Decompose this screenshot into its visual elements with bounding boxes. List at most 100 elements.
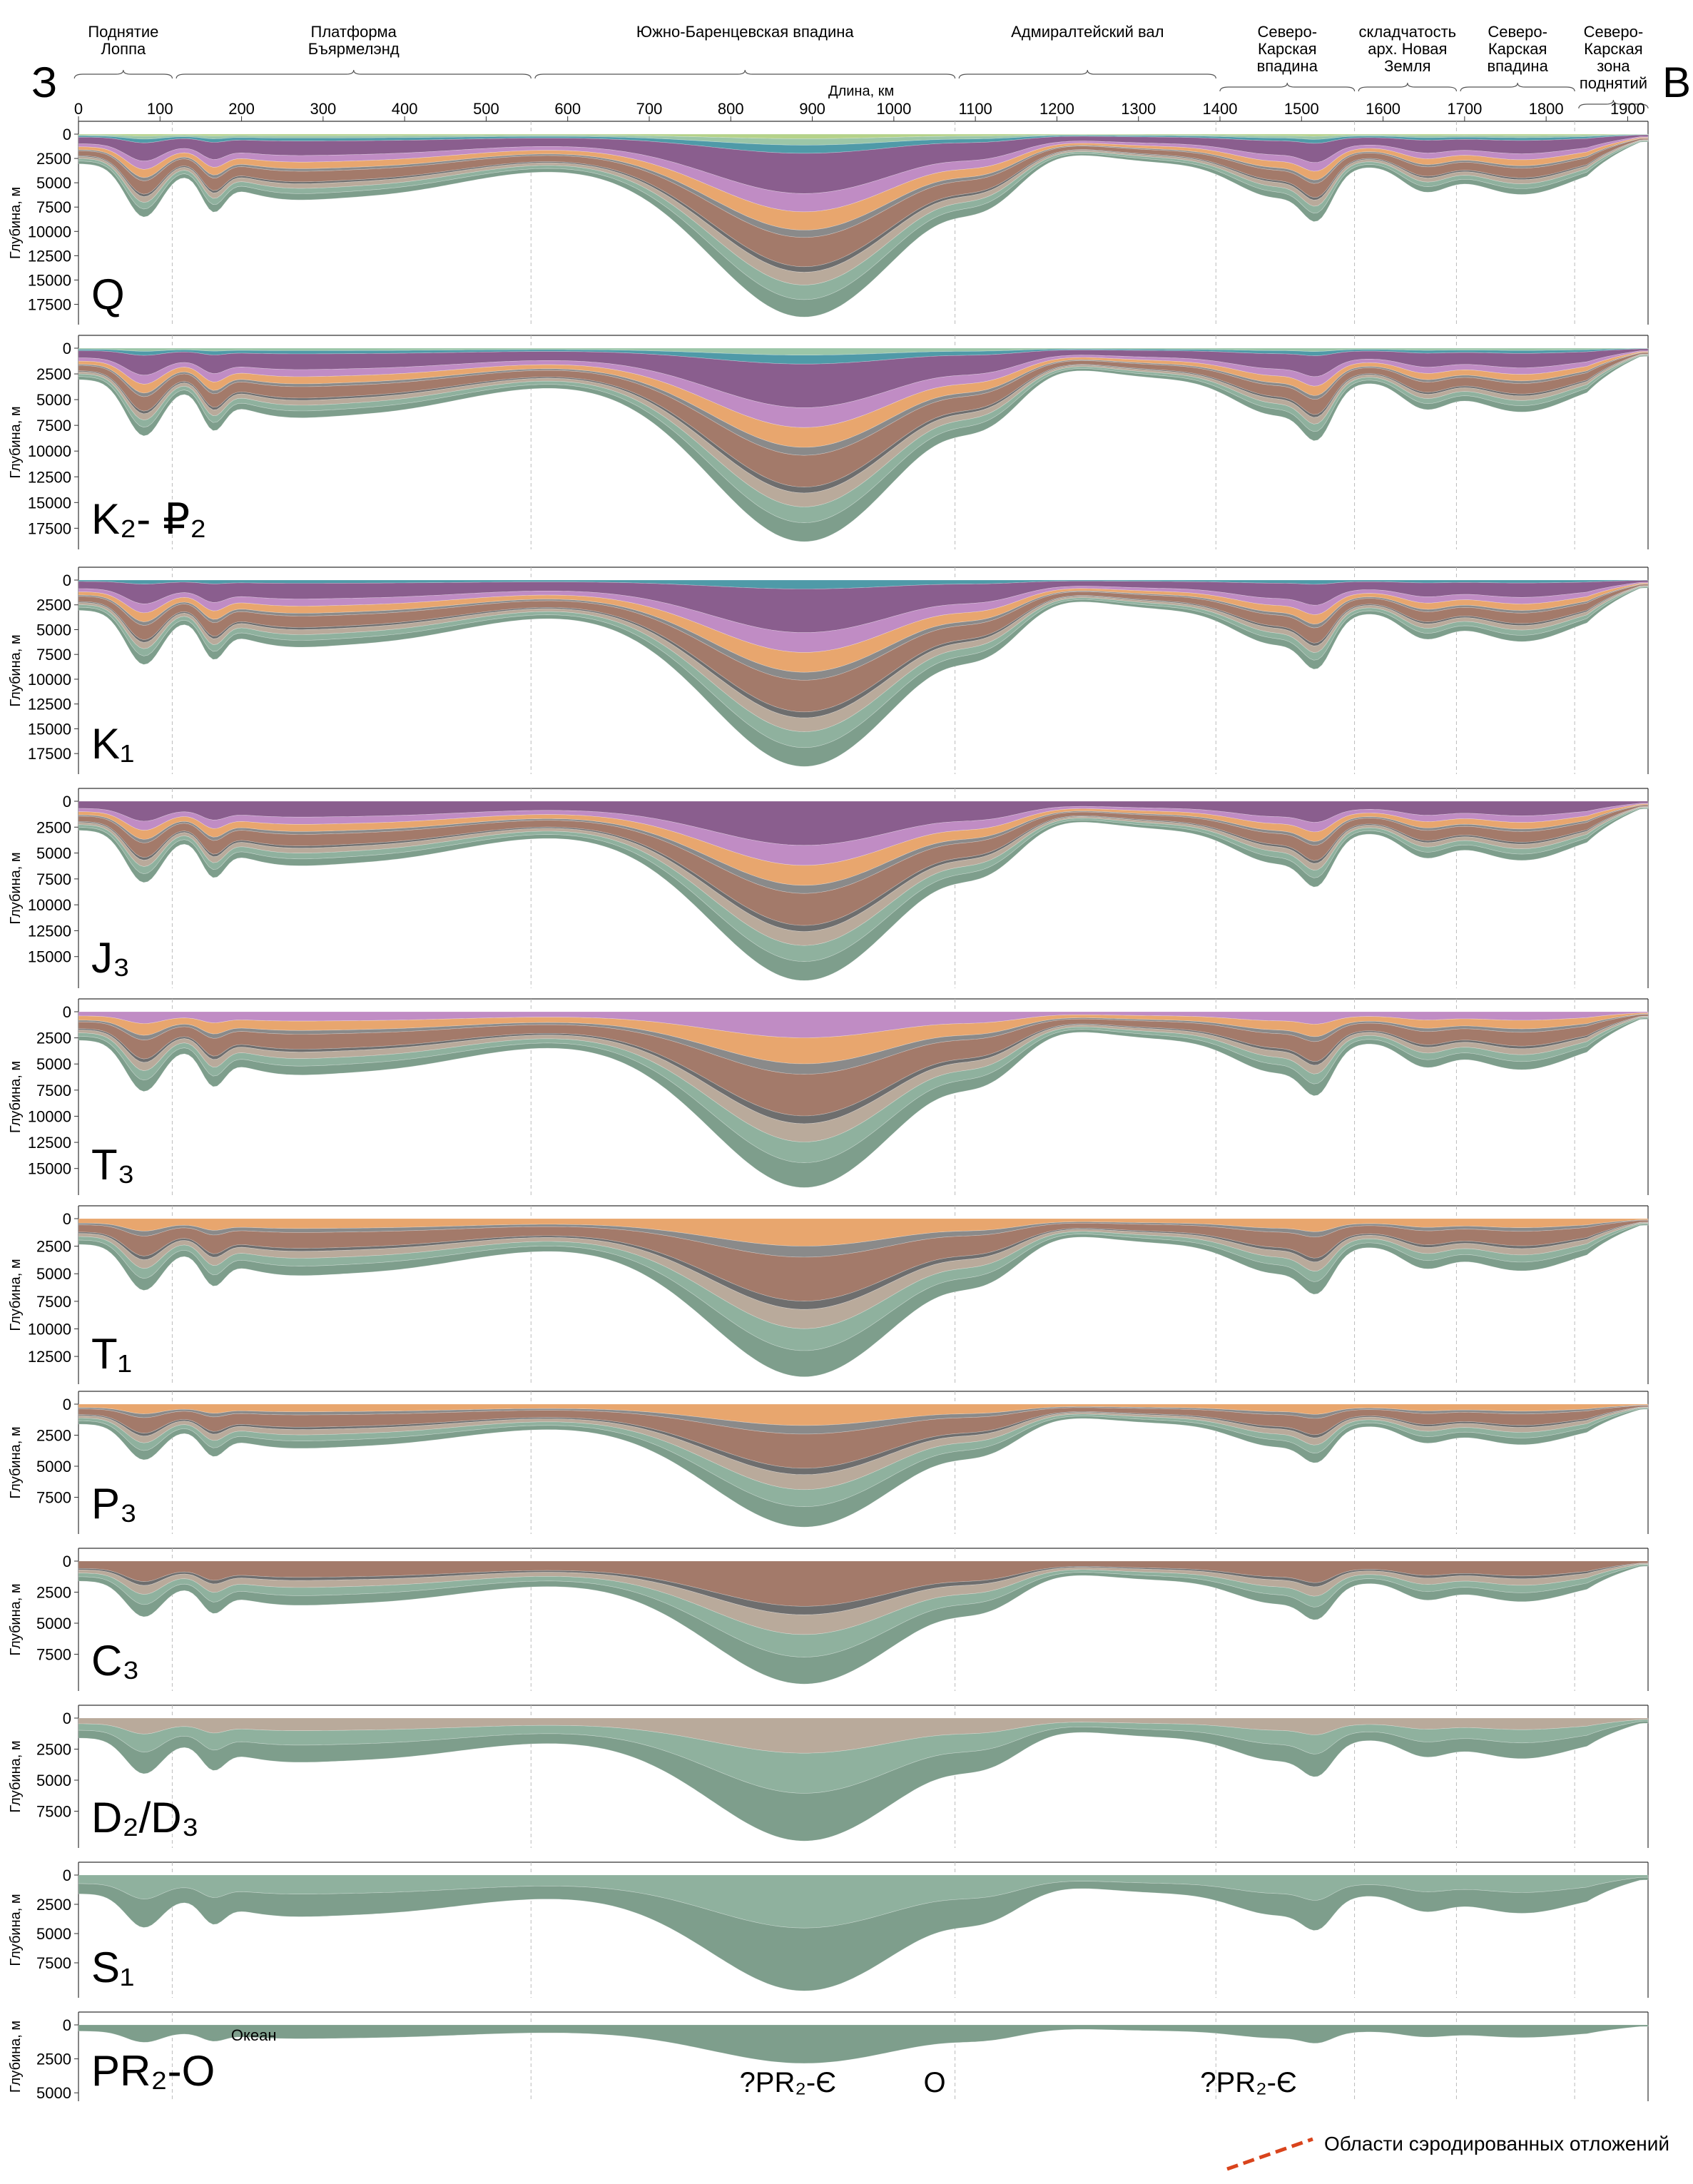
panel-1: 0 2500 5000 7500 10000 12500 15000 17500 Глубина… [8, 335, 1649, 549]
x-tick-label: 900 [799, 100, 825, 118]
panel-label: T₃ [91, 1141, 135, 1189]
y-tick-label: 0 [63, 2016, 71, 2034]
x-tick-label: 1100 [958, 100, 992, 118]
panel-label: J₃ [91, 934, 130, 982]
y-tick-label: 7500 [36, 1489, 71, 1507]
y-tick-label: 10000 [28, 671, 71, 689]
side-right-label: В [1662, 59, 1691, 106]
x-tick-label: 100 [147, 100, 173, 118]
region-brace-2 [534, 69, 956, 79]
x-tick-label: 1500 [1284, 100, 1319, 118]
region-label-0: Лоппа [101, 40, 146, 58]
region-label-7: Северо- [1584, 23, 1644, 41]
x-axis-title: Длина, км [828, 83, 894, 99]
y-tick-label: 15000 [28, 948, 71, 966]
panel-9: 0 2500 5000 7500 Глубина, м S₁ [8, 1862, 1649, 1998]
panel-0: 0 2500 5000 7500 10000 12500 15000 17500 Глубина… [8, 121, 1649, 325]
y-tick-label: 12500 [28, 1134, 71, 1152]
y-tick-label: 5000 [36, 2084, 71, 2102]
y-tick-label: 5000 [36, 1925, 71, 1943]
x-tick-label: 1900 [1610, 100, 1645, 118]
region-label-3: Адмиралтейский вал [1011, 23, 1164, 41]
panel-6: 0 2500 5000 7500 Глубина, м P₃ [8, 1391, 1649, 1534]
y-tick-label: 7500 [36, 1803, 71, 1821]
y-tick-label: 7500 [36, 1293, 71, 1311]
y-tick-label: 2500 [36, 365, 71, 383]
stratum-layer [78, 1721, 1649, 1842]
y-axis-title: Глубина, м [8, 1426, 24, 1498]
y-axis-title: Глубина, м [8, 187, 24, 259]
x-tick-label: 1700 [1447, 100, 1482, 118]
region-label-1: Платформа [311, 23, 397, 41]
y-axis-title: Глубина, м [8, 1061, 24, 1133]
y-tick-label: 0 [63, 1396, 71, 1413]
y-axis-title: Глубина, м [8, 406, 24, 478]
stratum-layer [78, 586, 1649, 767]
x-tick-label: 1000 [876, 100, 911, 118]
region-label-4: Северо- [1257, 23, 1317, 41]
y-tick-label: 7500 [36, 870, 71, 888]
region-brace-6 [1460, 82, 1575, 92]
y-axis-title: Глубина, м [8, 634, 24, 706]
panel-label: C₃ [91, 1637, 140, 1685]
y-tick-label: 10000 [28, 896, 71, 914]
y-tick-label: 7500 [36, 646, 71, 664]
y-tick-label: 0 [63, 126, 71, 143]
legend-label: Области сэродированных отложений [1324, 2133, 1669, 2155]
y-tick-label: 7500 [36, 198, 71, 216]
y-tick-label: 15000 [28, 494, 71, 512]
y-tick-label: 10000 [28, 223, 71, 240]
region-brace-4 [1219, 82, 1356, 92]
panel-label: D₂/D₃ [91, 1794, 199, 1842]
y-tick-label: 0 [63, 1003, 71, 1021]
region-label-5: Земля [1384, 57, 1430, 75]
y-tick-label: 12500 [28, 1348, 71, 1366]
stratum-layer [78, 1876, 1649, 1991]
y-tick-label: 2500 [36, 596, 71, 614]
y-tick-label: 5000 [36, 1265, 71, 1283]
region-label-6: Карская [1488, 40, 1547, 58]
y-tick-label: 2500 [36, 818, 71, 836]
region-label-7: зона [1597, 57, 1630, 75]
region-brace-3 [958, 69, 1216, 79]
y-tick-label: 5000 [36, 1055, 71, 1073]
y-tick-label: 7500 [36, 1646, 71, 1664]
panel-label: K₁ [91, 720, 134, 768]
y-axis-title: Глубина, м [8, 1259, 24, 1331]
y-axis-title: Глубина, м [8, 852, 24, 924]
y-tick-label: 10000 [28, 442, 71, 460]
y-tick-label: 12500 [28, 696, 71, 713]
region-label-0: Поднятие [88, 23, 158, 41]
stratum-layer [78, 1224, 1649, 1377]
panel-3: 0 2500 5000 7500 10000 12500 15000 Глубина, м J₃ [8, 788, 1649, 988]
panel-5: 0 2500 5000 7500 10000 12500 Глубина, м T₁ [8, 1205, 1649, 1384]
y-tick-label: 10000 [28, 1320, 71, 1338]
y-tick-label: 7500 [36, 417, 71, 435]
y-tick-label: 7500 [36, 1082, 71, 1099]
panel-label: Q [91, 270, 125, 318]
legend-swatch [1226, 2137, 1313, 2171]
region-label-5: арх. Новая [1368, 40, 1447, 58]
region-label-6: впадина [1487, 57, 1548, 75]
y-tick-label: 17500 [28, 745, 71, 763]
y-tick-label: 15000 [28, 720, 71, 738]
region-label-5: складчатость [1359, 23, 1457, 41]
panel-label: S₁ [91, 1944, 134, 1991]
ordovician-label: O [923, 2067, 945, 2098]
stratum-layer [78, 1408, 1649, 1528]
stratum-layer [78, 2024, 1649, 2064]
region-label-7: Карская [1584, 40, 1643, 58]
region-brace-1 [176, 69, 532, 79]
region-label-7: поднятий [1580, 74, 1647, 92]
panel-label: T₁ [91, 1330, 132, 1378]
y-tick-label: 10000 [28, 1107, 71, 1125]
y-tick-label: 5000 [36, 391, 71, 409]
stratum-layer [78, 141, 1649, 318]
y-tick-label: 5000 [36, 1458, 71, 1476]
legend: Области сэродированных отложений [1226, 2133, 1669, 2171]
x-tick-label: 1300 [1121, 100, 1156, 118]
x-tick-label: 700 [636, 100, 663, 118]
ocean-label: Океан [231, 2026, 277, 2044]
x-tick-label: 600 [554, 100, 581, 118]
y-tick-label: 2500 [36, 150, 71, 168]
